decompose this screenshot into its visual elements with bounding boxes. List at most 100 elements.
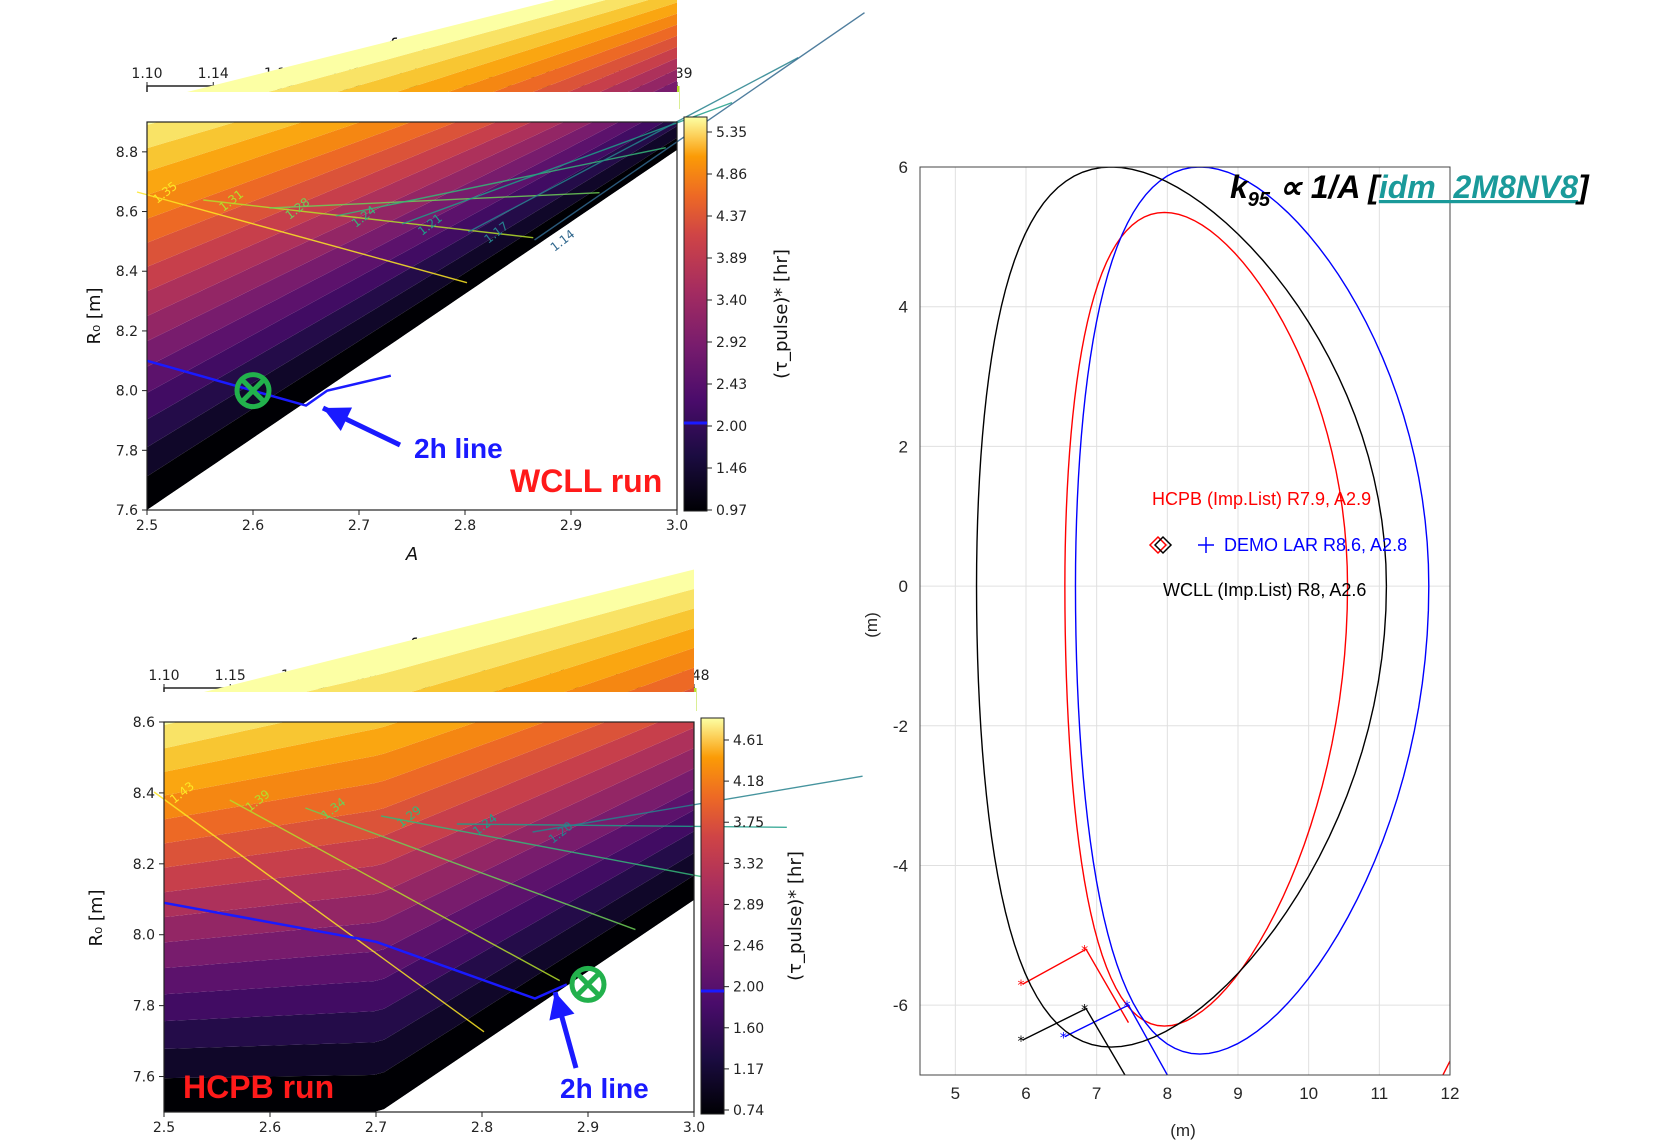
colorbar-tick-label: 1.60 [733,1021,764,1037]
y-tick-label: -4 [893,856,908,875]
wcll-chart: f_LH 1.101.141.171.211.241.281.311.351.3… [84,0,865,565]
contour-line [269,191,600,209]
hcpb-y-ticks: 7.6 7.8 8.0 8.2 8.4 8.6 [133,715,164,1086]
y-tick-label: -2 [893,717,908,736]
plasma-title: k95 ∝ 1/A [idm_2M8NV8] [1230,169,1590,211]
heat-band [147,137,677,510]
y-tick-label: 8.8 [116,145,138,161]
x-tick-label: 2.8 [471,1120,493,1136]
legend-demo: DEMO LAR R8.6, A2.8 [1224,535,1407,555]
y-tick-label: 8.2 [116,324,138,340]
colorbar-tick-label: 2.46 [733,939,764,955]
x-tick-label: 8 [1163,1084,1172,1103]
heat-band [164,852,694,1079]
colorbar-tick-label: 4.18 [733,774,764,790]
x-tick-label: 2.6 [242,518,264,534]
strike-point-marker: * [1081,1003,1088,1019]
x-tick-label: 2.8 [454,518,476,534]
wcll-x-label: A [405,544,418,565]
strike-point-marker: * [1060,1031,1067,1047]
design-point-marker [569,965,607,1003]
wcll-colorbar [683,116,708,512]
colorbar-tick-label: 2.43 [716,377,747,393]
wcll-y-label: R₀ [m] [84,287,105,344]
wcll-colorbar-ticks: 0.97 1.46 2.00 2.43 2.92 3.40 3.89 4.37 4.86 5.35 [707,125,747,519]
contour-line [305,807,636,931]
plasma-curves: * * * * * * [975,167,1450,1075]
heat-band [164,569,694,726]
legend-markers [1148,535,1214,555]
contour-line [335,146,666,217]
contour-line [203,199,534,239]
heat-band [147,114,677,448]
title-close: ] [1575,169,1590,205]
contour-line [381,815,712,880]
design-point-cross [240,377,266,404]
flh-tick-label: 1.15 [215,668,246,684]
x-tick-label: 10 [1299,1084,1318,1103]
x-tick-label: 2.5 [136,518,158,534]
colorbar-tick-label: 5.35 [716,125,747,141]
contour-line [467,57,799,233]
divertor-leg-2 [1022,1007,1126,1075]
y-tick-label: 7.8 [116,443,138,459]
plasma-y-ticks: -6 -4 -2 0 2 4 6 [893,158,908,1015]
colorbar-tick-label: 1.46 [716,461,747,477]
title-link[interactable]: idm_2M8NV8 [1379,169,1578,205]
heat-band [164,831,694,1049]
plasma-x-ticks: 5 6 7 8 9 10 11 12 [951,1084,1460,1103]
hcpb-y-label: R₀ [m] [86,889,107,946]
colorbar-tick-label: 2.00 [716,419,747,435]
legend-hcpb: HCPB (Imp.List) R7.9, A2.9 [1152,489,1371,509]
hcpb-colorbar [700,717,725,1115]
flh-tick-label: 1.10 [148,668,179,684]
x-tick-label: 2.6 [259,1120,281,1136]
colorbar-tick-label: 2.89 [733,897,764,913]
hcpb-chart: f_LH 1.101.151.201.241.291.341.391.431.4… [86,569,863,1136]
colorbar-tick-label: 4.86 [716,167,747,183]
heat-band [164,667,694,844]
y-tick-label: -6 [893,996,908,1015]
x-tick-label: 2.9 [577,1120,599,1136]
two-hour-arrowhead [323,407,353,431]
heat-band [164,608,694,772]
heat-band [147,91,677,393]
two-hour-arrowhead [549,992,575,1021]
heat-band [164,727,694,918]
y-tick-label: 8.4 [116,264,138,280]
colorbar-tick-label: 0.97 [716,503,747,519]
heat-band [147,24,677,243]
plasma-boundary-0 [1064,211,1349,1027]
y-tick-label: 0 [899,577,908,596]
design-point-marker [234,372,272,410]
contour-line [532,775,863,833]
hcpb-heatmap: 1.43 1.39 1.34 1.29 1.24 1.20 [153,569,863,1112]
colorbar-tick-label: 3.32 [733,856,764,872]
wcll-plot-frame [146,121,678,511]
plasma-grid [920,166,1451,1075]
heat-band [164,789,694,995]
y-tick-label: 7.6 [133,1070,155,1086]
colorbar-tick-label: 0.74 [733,1103,764,1119]
contour-line [456,823,787,829]
y-tick-label: 4 [899,298,908,317]
wcll-run-label: WCLL run [510,463,662,499]
heat-band [164,707,694,893]
flh-tick-label: 1.10 [131,66,162,82]
y-tick-label: 7.8 [133,999,155,1015]
hcpb-x-ticks: 2.5 2.6 2.7 2.8 2.9 3.0 [153,1112,705,1136]
x-tick-label: 2.9 [560,518,582,534]
heat-band [164,768,694,969]
wcll-x-ticks: 2.5 2.6 2.7 2.8 2.9 3.0 [136,510,688,534]
x-tick-label: 12 [1441,1084,1460,1103]
contour-line [153,791,485,1033]
contour-line [229,799,561,982]
x-tick-label: 9 [1233,1084,1242,1103]
strike-point-marker: * [1017,1034,1024,1050]
heat-band [147,0,677,172]
x-tick-label: 3.0 [683,1120,705,1136]
title-k: k [1230,169,1250,205]
x-tick-label: 11 [1371,1084,1389,1103]
title-rest: ∝ 1/A [ [1270,169,1382,205]
